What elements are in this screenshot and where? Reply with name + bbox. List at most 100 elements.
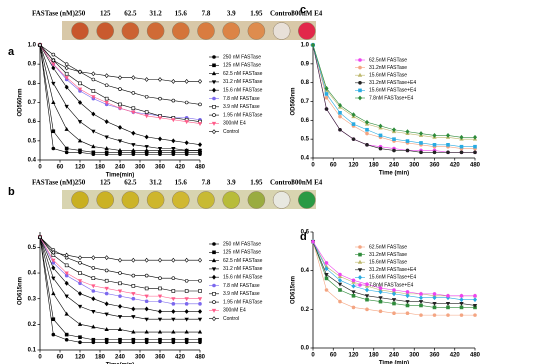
point bbox=[104, 327, 109, 331]
legend-label: 1.95 nM FASTase bbox=[223, 299, 263, 305]
point bbox=[405, 293, 410, 299]
point bbox=[144, 273, 149, 278]
legend-label: 31.2 nM FASTase bbox=[223, 266, 263, 272]
x-axis-title: Time (min) bbox=[379, 171, 409, 177]
point bbox=[104, 119, 109, 125]
point bbox=[351, 137, 356, 141]
point bbox=[104, 255, 109, 261]
plate-label: 125 bbox=[100, 10, 111, 18]
point bbox=[197, 122, 203, 127]
legend-label: 15.6 nM FASTase bbox=[223, 88, 263, 94]
point bbox=[446, 305, 450, 310]
point bbox=[104, 83, 109, 88]
point bbox=[184, 289, 189, 293]
y-tick-label: 0.8 bbox=[301, 80, 310, 86]
point bbox=[144, 329, 149, 334]
well bbox=[298, 191, 316, 209]
legend-label: 7.8nM FASTase+E4 bbox=[369, 95, 414, 101]
point bbox=[378, 289, 383, 295]
panel-label: c bbox=[300, 4, 306, 16]
point bbox=[91, 95, 96, 100]
point bbox=[171, 257, 176, 263]
x-tick-label: 60 bbox=[330, 353, 337, 359]
legend-label: 3.9 nM FASTase bbox=[223, 104, 260, 110]
point bbox=[338, 272, 342, 277]
x-tick-label: 60 bbox=[57, 355, 64, 361]
point bbox=[118, 294, 122, 298]
point bbox=[104, 96, 109, 101]
point bbox=[197, 329, 203, 334]
x-tick-label: 180 bbox=[95, 355, 106, 361]
legend-marker bbox=[358, 283, 362, 287]
legend-marker bbox=[212, 96, 216, 101]
point bbox=[459, 297, 464, 303]
y-tick-label: 0.6 bbox=[301, 118, 310, 124]
legend-label: 300nM E4 bbox=[223, 308, 246, 314]
well bbox=[96, 191, 114, 209]
y-tick-label: 0.5 bbox=[28, 138, 37, 144]
point bbox=[104, 301, 109, 307]
point bbox=[184, 148, 189, 153]
point bbox=[198, 337, 202, 342]
point bbox=[197, 317, 203, 322]
point bbox=[405, 148, 410, 153]
point bbox=[64, 332, 69, 337]
point bbox=[324, 95, 329, 100]
point bbox=[78, 81, 82, 86]
point bbox=[364, 287, 370, 293]
well bbox=[272, 22, 291, 40]
point bbox=[51, 52, 56, 57]
x-tick-label: 420 bbox=[450, 163, 461, 169]
legend-marker bbox=[212, 113, 216, 117]
point bbox=[198, 102, 202, 107]
point bbox=[117, 139, 123, 144]
point bbox=[118, 102, 122, 107]
point bbox=[184, 309, 189, 314]
point bbox=[171, 98, 176, 103]
y-tick-label: 1.0 bbox=[301, 43, 310, 49]
point bbox=[64, 263, 69, 268]
point bbox=[131, 147, 136, 152]
legend-marker bbox=[358, 245, 362, 249]
legend-marker bbox=[212, 105, 216, 109]
y-tick-label: 0.5 bbox=[301, 137, 310, 143]
point bbox=[64, 62, 69, 66]
point bbox=[158, 299, 162, 304]
x-tick-label: 60 bbox=[57, 165, 64, 171]
y-axis-title: OD560nm bbox=[18, 88, 24, 116]
point bbox=[324, 288, 329, 292]
point bbox=[64, 271, 69, 276]
point bbox=[459, 144, 464, 149]
well bbox=[172, 191, 190, 209]
point bbox=[51, 250, 56, 255]
point bbox=[131, 296, 136, 301]
point bbox=[144, 114, 149, 119]
x-tick-label: 360 bbox=[155, 355, 166, 361]
well bbox=[71, 191, 89, 209]
point bbox=[338, 299, 342, 304]
point bbox=[338, 111, 342, 115]
point bbox=[104, 291, 109, 296]
point bbox=[459, 313, 464, 317]
point bbox=[197, 142, 203, 148]
point bbox=[78, 148, 82, 153]
point bbox=[144, 337, 149, 342]
point bbox=[473, 144, 477, 149]
point bbox=[351, 305, 356, 310]
plate-label: Control bbox=[270, 179, 293, 187]
point bbox=[131, 75, 136, 80]
point bbox=[118, 281, 122, 286]
point bbox=[51, 81, 56, 86]
point bbox=[324, 273, 329, 277]
plate-title: FASTase (nM) bbox=[32, 179, 76, 187]
point bbox=[51, 317, 56, 322]
series-line bbox=[39, 237, 200, 341]
point bbox=[78, 335, 82, 339]
plate-label: 3.9 bbox=[227, 179, 236, 187]
point bbox=[51, 129, 56, 134]
x-tick-label: 420 bbox=[450, 353, 461, 359]
point bbox=[446, 143, 450, 147]
legend-label: 15.6nM FASTase+E4 bbox=[369, 275, 416, 281]
legend-label: 62.5 nM FASTase bbox=[223, 258, 263, 264]
point bbox=[144, 147, 149, 152]
